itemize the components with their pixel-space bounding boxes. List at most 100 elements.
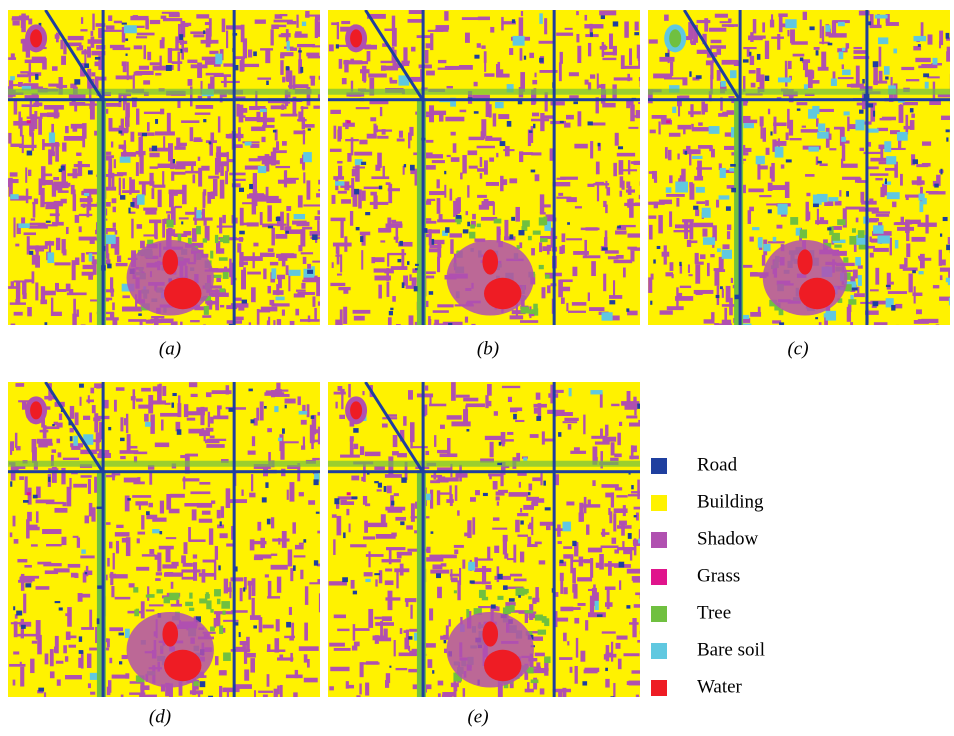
- shadow-patch: [70, 428, 74, 432]
- shadow-patch: [356, 695, 360, 709]
- road: [648, 98, 950, 101]
- tree-patch: [531, 679, 539, 683]
- shadow-patch: [950, 74, 954, 93]
- soil-patch: [299, 411, 308, 415]
- shadow-patch: [592, 480, 595, 486]
- shadow-patch: [71, 124, 86, 129]
- shadow-patch: [585, 620, 588, 630]
- shadow-patch: [178, 24, 180, 43]
- shadow-patch: [302, 227, 312, 230]
- soil-patch: [839, 52, 844, 60]
- shadow-patch: [786, 132, 789, 140]
- shadow-patch: [426, 71, 435, 76]
- shadow-patch: [92, 14, 94, 31]
- shadow-patch: [31, 218, 35, 220]
- shadow-patch: [280, 212, 284, 230]
- soil-patch: [563, 522, 572, 532]
- road-patch: [266, 81, 269, 85]
- shadow-patch: [149, 604, 164, 606]
- shadow-patch: [374, 466, 385, 470]
- tree-patch: [189, 608, 194, 611]
- shadow-patch: [371, 176, 389, 179]
- shadow-patch: [921, 64, 933, 66]
- shadow-patch: [722, 289, 724, 298]
- shadow-patch: [624, 66, 641, 69]
- shadow-patch: [465, 317, 468, 323]
- shadow-patch: [206, 444, 224, 448]
- soil-patch: [752, 227, 759, 230]
- road-patch: [631, 485, 633, 489]
- shadow-patch: [535, 653, 545, 657]
- shadow-patch: [438, 60, 446, 63]
- shadow-patch: [556, 33, 573, 36]
- shadow-patch: [603, 45, 606, 51]
- shadow-patch: [622, 541, 624, 548]
- shadow-patch: [627, 569, 645, 574]
- shadow-patch: [217, 510, 221, 519]
- shadow-patch: [440, 492, 450, 494]
- shadow-patch: [629, 48, 632, 65]
- tree-patch: [544, 618, 549, 626]
- shadow-patch: [370, 192, 376, 196]
- shadow-patch: [566, 115, 574, 120]
- shadow-patch: [45, 205, 58, 209]
- shadow-patch: [877, 128, 888, 131]
- road-patch: [518, 98, 522, 104]
- shadow-patch: [267, 428, 272, 432]
- shadow-patch: [759, 195, 771, 197]
- shadow-patch: [15, 433, 17, 448]
- grass-patch: [666, 120, 670, 123]
- shadow-patch: [425, 451, 429, 455]
- shadow-patch: [395, 517, 406, 521]
- shadow-patch: [116, 75, 133, 79]
- soil-patch: [258, 166, 266, 173]
- road-patch: [265, 482, 268, 488]
- shadow-patch: [619, 580, 621, 590]
- shadow-patch: [157, 553, 161, 572]
- shadow-patch: [42, 174, 52, 177]
- shadow-patch: [360, 69, 370, 73]
- shadow-patch: [194, 137, 202, 140]
- shadow-patch: [922, 141, 931, 145]
- road-patch: [613, 21, 618, 26]
- shadow-patch: [353, 444, 358, 449]
- shadow-patch: [240, 641, 248, 645]
- shadow-patch: [10, 172, 18, 176]
- shadow-patch: [202, 569, 206, 582]
- soil-patch: [948, 281, 954, 286]
- shadow-patch: [228, 159, 233, 162]
- shadow-patch: [775, 141, 787, 146]
- shadow-patch: [102, 30, 122, 32]
- shadow-patch: [147, 320, 161, 322]
- shadow-patch: [696, 201, 705, 204]
- shadow-patch: [588, 548, 602, 553]
- shadow-patch: [221, 506, 224, 518]
- road-patch: [282, 428, 285, 433]
- tree-patch: [133, 587, 138, 592]
- tree-patch: [210, 251, 213, 259]
- shadow-patch: [391, 266, 408, 270]
- shadow-patch: [243, 223, 252, 226]
- shadow-patch: [22, 135, 24, 153]
- shadow-patch: [112, 198, 117, 203]
- shadow-patch: [429, 248, 438, 252]
- road-patch: [628, 533, 632, 539]
- shadow-patch: [300, 570, 303, 579]
- shadow-patch: [435, 29, 449, 32]
- shadow-patch: [37, 635, 42, 654]
- shadow-patch: [396, 668, 408, 670]
- shadow-patch: [627, 681, 647, 685]
- shadow-patch: [820, 20, 822, 39]
- shadow-patch: [384, 29, 395, 31]
- shadow-patch: [504, 553, 508, 558]
- shadow-patch: [223, 620, 238, 622]
- tree-patch: [222, 611, 225, 615]
- road-patch: [397, 259, 401, 262]
- shadow-patch: [205, 439, 220, 443]
- road-patch: [119, 633, 124, 636]
- shadow-patch: [174, 172, 186, 175]
- road-patch: [166, 65, 172, 71]
- shadow-patch: [576, 34, 579, 42]
- shadow-patch: [288, 85, 307, 87]
- road-patch: [946, 129, 950, 132]
